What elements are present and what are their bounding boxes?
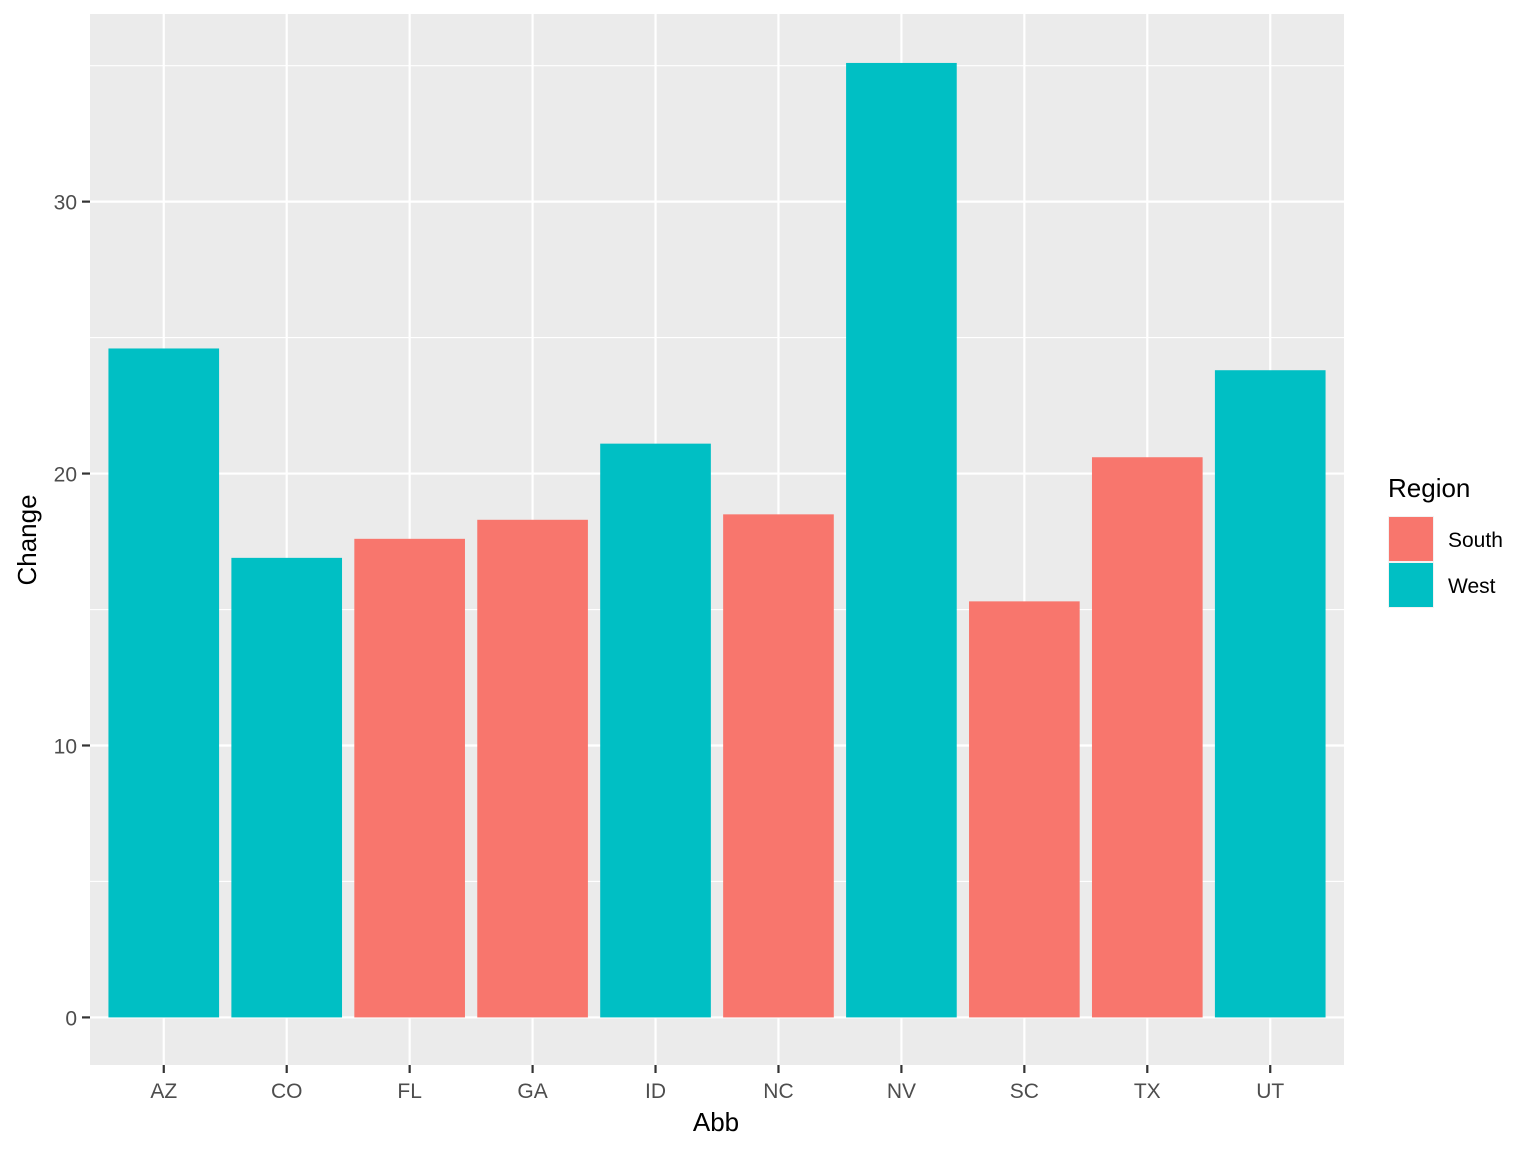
- x-tick-label: AZ: [150, 1080, 177, 1103]
- x-tick-label: FL: [397, 1080, 422, 1103]
- bar-nv: [846, 62, 957, 1018]
- legend-title: Region: [1388, 473, 1470, 503]
- x-tick-label: TX: [1134, 1080, 1161, 1103]
- x-tick-label: NC: [763, 1080, 793, 1103]
- y-tick-label: 10: [54, 735, 77, 758]
- bar-ga: [477, 519, 588, 1018]
- x-tick-label: CO: [271, 1080, 303, 1103]
- bars: [108, 62, 1326, 1018]
- x-tick-label: ID: [645, 1080, 666, 1103]
- bar-ut: [1214, 370, 1326, 1018]
- x-axis: AZ CO FL GA ID NC NV SC TX UT: [150, 1065, 1284, 1103]
- y-tick-label: 0: [65, 1007, 77, 1030]
- x-tick-label: SC: [1010, 1080, 1039, 1103]
- y-tick-label: 20: [54, 464, 77, 487]
- y-tick-label: 30: [54, 192, 77, 215]
- bar-co: [231, 557, 343, 1018]
- bar-nc: [723, 514, 834, 1018]
- legend: Region South West: [1388, 473, 1503, 608]
- x-axis-title: Abb: [693, 1107, 739, 1137]
- y-axis-title: Change: [12, 494, 42, 585]
- legend-entries: South West: [1388, 516, 1503, 608]
- y-axis: 0 10 20 30: [54, 192, 90, 1030]
- bar-az: [108, 348, 220, 1018]
- legend-key-west: [1389, 563, 1433, 607]
- x-tick-label: UT: [1256, 1080, 1284, 1103]
- bar-fl: [354, 538, 465, 1018]
- legend-label-west: West: [1448, 575, 1496, 598]
- legend-key-south: [1389, 517, 1433, 561]
- legend-label-south: South: [1448, 529, 1503, 552]
- bar-id: [600, 443, 711, 1018]
- bar-tx: [1091, 457, 1203, 1018]
- x-tick-label: NV: [887, 1080, 916, 1103]
- x-tick-label: GA: [517, 1080, 547, 1103]
- bar-sc: [969, 601, 1080, 1018]
